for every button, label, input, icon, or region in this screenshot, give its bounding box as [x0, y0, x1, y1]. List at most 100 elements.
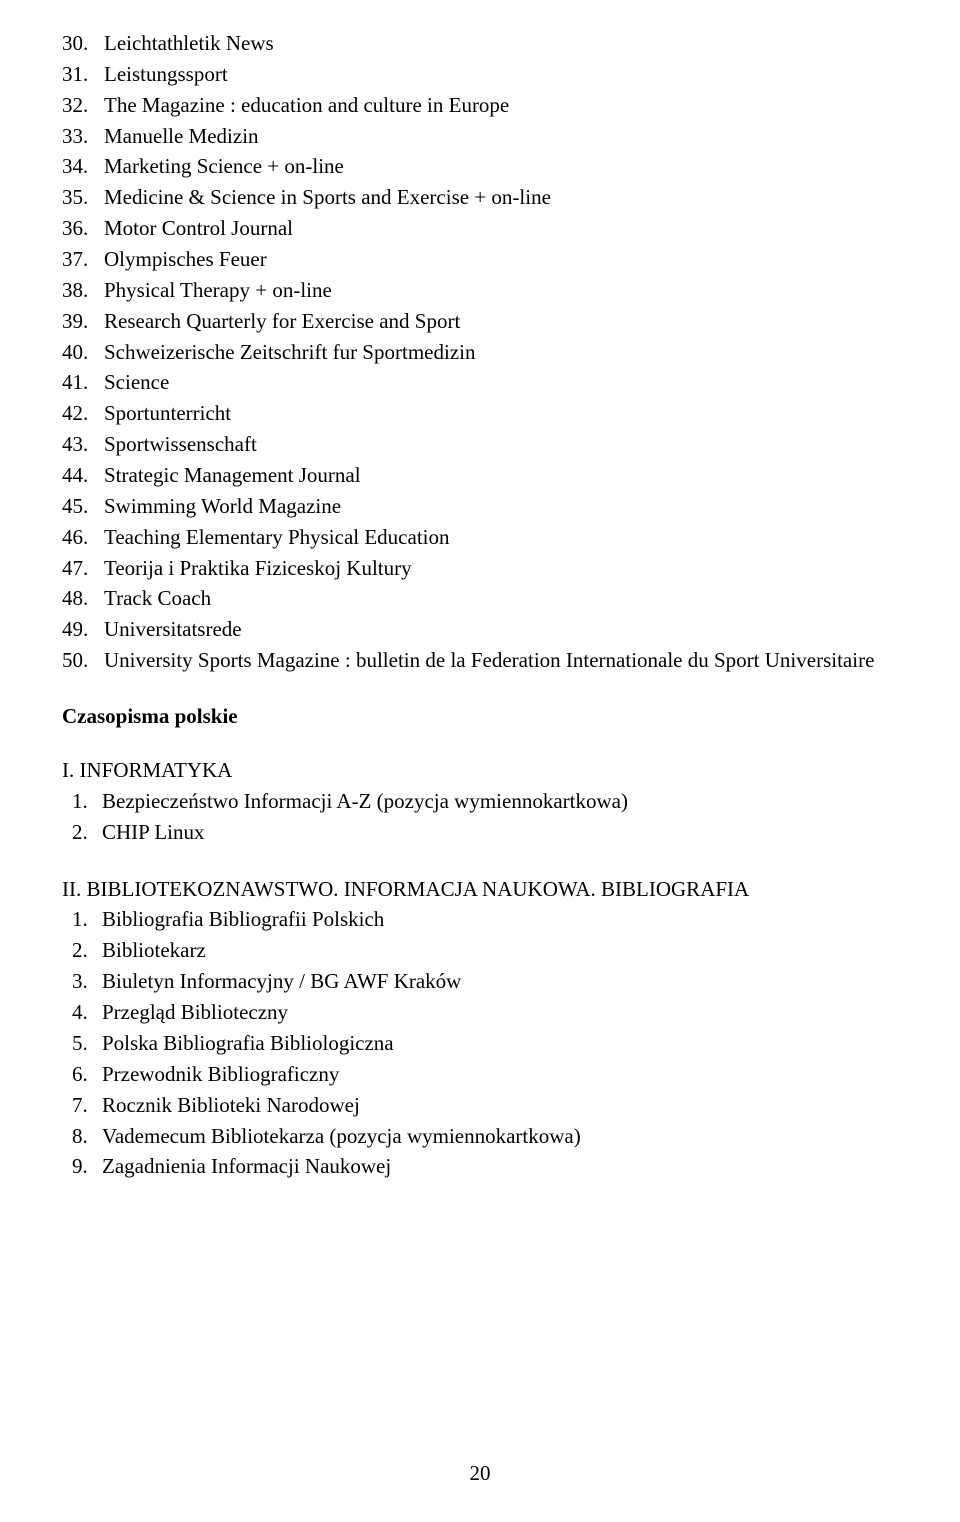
list-item-text: Strategic Management Journal	[104, 460, 898, 491]
list-item-text: Science	[104, 367, 898, 398]
list-item-text: Olympisches Feuer	[104, 244, 898, 275]
list-item-text: Leistungssport	[104, 59, 898, 90]
list-item-text: Motor Control Journal	[104, 213, 898, 244]
list-item-number: 36.	[62, 213, 104, 244]
list-item-text: Bibliografia Bibliografii Polskich	[102, 904, 384, 935]
list-item: 32.The Magazine : education and culture …	[62, 90, 898, 121]
list-item-number: 5.	[72, 1028, 102, 1059]
list-item-number: 48.	[62, 583, 104, 614]
list-item-text: Physical Therapy + on-line	[104, 275, 898, 306]
list-item: 36.Motor Control Journal	[62, 213, 898, 244]
list-item-text: Leichtathletik News	[104, 28, 898, 59]
list-item-number: 50.	[62, 645, 104, 676]
list-item-text: University Sports Magazine : bulletin de…	[104, 645, 898, 676]
list-item-number: 38.	[62, 275, 104, 306]
list-item: 50.University Sports Magazine : bulletin…	[62, 645, 898, 676]
list-item: 41.Science	[62, 367, 898, 398]
list-item-number: 45.	[62, 491, 104, 522]
list-item-number: 35.	[62, 182, 104, 213]
list-item-number: 8.	[72, 1121, 102, 1152]
list-item-text: CHIP Linux	[102, 817, 204, 848]
list-item-number: 42.	[62, 398, 104, 429]
list-item: 42.Sportunterricht	[62, 398, 898, 429]
list-item-text: Schweizerische Zeitschrift fur Sportmedi…	[104, 337, 898, 368]
list-item: 7.Rocznik Biblioteki Narodowej	[72, 1090, 898, 1121]
list-item: 39.Research Quarterly for Exercise and S…	[62, 306, 898, 337]
list-item-text: Bezpieczeństwo Informacji A-Z (pozycja w…	[102, 786, 628, 817]
list-item-text: Vademecum Bibliotekarza (pozycja wymienn…	[102, 1121, 581, 1152]
list-item: 1.Bibliografia Bibliografii Polskich	[72, 904, 898, 935]
list-item: 49.Universitatsrede	[62, 614, 898, 645]
list-item: 44.Strategic Management Journal	[62, 460, 898, 491]
list-item: 30.Leichtathletik News	[62, 28, 898, 59]
list-item-text: Track Coach	[104, 583, 898, 614]
list-item-text: Zagadnienia Informacji Naukowej	[102, 1151, 391, 1182]
list-item-text: Bibliotekarz	[102, 935, 206, 966]
list-item-number: 41.	[62, 367, 104, 398]
list-item: 37.Olympisches Feuer	[62, 244, 898, 275]
section-2-heading: II. BIBLIOTEKOZNAWSTWO. INFORMACJA NAUKO…	[62, 874, 898, 905]
list-item-number: 40.	[62, 337, 104, 368]
section-2-list: 1.Bibliografia Bibliografii Polskich2.Bi…	[72, 904, 898, 1182]
list-item-number: 6.	[72, 1059, 102, 1090]
list-item: 47.Teorija i Praktika Fiziceskoj Kultury	[62, 553, 898, 584]
section-1-heading: I. INFORMATYKA	[62, 755, 898, 786]
list-item: 33.Manuelle Medizin	[62, 121, 898, 152]
list-item: 2.CHIP Linux	[72, 817, 898, 848]
list-item-text: Research Quarterly for Exercise and Spor…	[104, 306, 898, 337]
list-item: 2.Bibliotekarz	[72, 935, 898, 966]
list-item: 35.Medicine & Science in Sports and Exer…	[62, 182, 898, 213]
page: 30.Leichtathletik News31.Leistungssport3…	[0, 0, 960, 1522]
list-item: 40.Schweizerische Zeitschrift fur Sportm…	[62, 337, 898, 368]
page-number: 20	[0, 1461, 960, 1486]
list-item-number: 30.	[62, 28, 104, 59]
list-item-text: Przewodnik Bibliograficzny	[102, 1059, 339, 1090]
list-item-number: 32.	[62, 90, 104, 121]
list-item: 34.Marketing Science + on-line	[62, 151, 898, 182]
list-item-text: Teorija i Praktika Fiziceskoj Kultury	[104, 553, 898, 584]
list-item-text: Sportunterricht	[104, 398, 898, 429]
list-item: 48.Track Coach	[62, 583, 898, 614]
list-item-number: 37.	[62, 244, 104, 275]
list-item-number: 2.	[72, 817, 102, 848]
list-item: 43.Sportwissenschaft	[62, 429, 898, 460]
list-item-number: 4.	[72, 997, 102, 1028]
list-item-number: 3.	[72, 966, 102, 997]
list-item-number: 44.	[62, 460, 104, 491]
list-item-number: 46.	[62, 522, 104, 553]
list-item: 5.Polska Bibliografia Bibliologiczna	[72, 1028, 898, 1059]
list-item-number: 33.	[62, 121, 104, 152]
list-item: 4.Przegląd Biblioteczny	[72, 997, 898, 1028]
list-item: 8.Vademecum Bibliotekarza (pozycja wymie…	[72, 1121, 898, 1152]
list-item-text: Swimming World Magazine	[104, 491, 898, 522]
list-item-number: 9.	[72, 1151, 102, 1182]
list-item-text: Marketing Science + on-line	[104, 151, 898, 182]
list-item-number: 1.	[72, 904, 102, 935]
list-item-text: Rocznik Biblioteki Narodowej	[102, 1090, 360, 1121]
list-item-text: Przegląd Biblioteczny	[102, 997, 288, 1028]
list-item: 1.Bezpieczeństwo Informacji A-Z (pozycja…	[72, 786, 898, 817]
list-item: 3.Biuletyn Informacyjny / BG AWF Kraków	[72, 966, 898, 997]
list-item-text: Medicine & Science in Sports and Exercis…	[104, 182, 898, 213]
list-item-number: 1.	[72, 786, 102, 817]
list-item-number: 49.	[62, 614, 104, 645]
list-item: 38.Physical Therapy + on-line	[62, 275, 898, 306]
list-item-text: Sportwissenschaft	[104, 429, 898, 460]
list-item-number: 31.	[62, 59, 104, 90]
list-item-text: The Magazine : education and culture in …	[104, 90, 898, 121]
list-item: 9.Zagadnienia Informacji Naukowej	[72, 1151, 898, 1182]
list-item-text: Universitatsrede	[104, 614, 898, 645]
list-item-number: 7.	[72, 1090, 102, 1121]
list-item-number: 39.	[62, 306, 104, 337]
list-item: 46.Teaching Elementary Physical Educatio…	[62, 522, 898, 553]
list-item-text: Manuelle Medizin	[104, 121, 898, 152]
list-item: 6.Przewodnik Bibliograficzny	[72, 1059, 898, 1090]
list-item-text: Teaching Elementary Physical Education	[104, 522, 898, 553]
list-item-text: Polska Bibliografia Bibliologiczna	[102, 1028, 394, 1059]
list-item-number: 47.	[62, 553, 104, 584]
list-item: 31.Leistungssport	[62, 59, 898, 90]
list-item-number: 34.	[62, 151, 104, 182]
list-item: 45.Swimming World Magazine	[62, 491, 898, 522]
section-heading: Czasopisma polskie	[62, 704, 898, 729]
list-item-text: Biuletyn Informacyjny / BG AWF Kraków	[102, 966, 461, 997]
